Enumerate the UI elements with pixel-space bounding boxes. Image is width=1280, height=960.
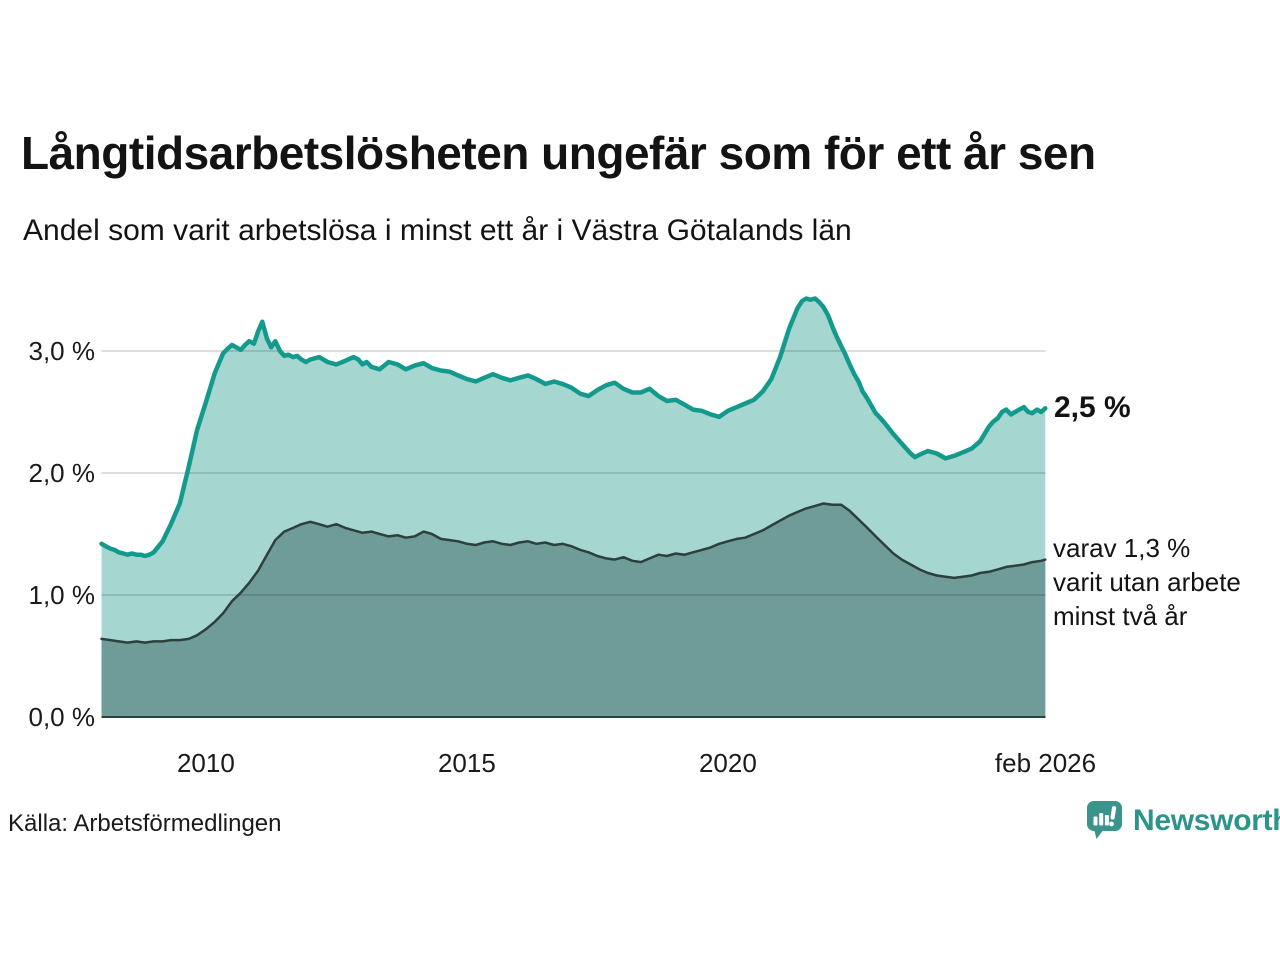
x-tick-label: feb 2026 — [994, 748, 1097, 778]
y-tick-label: 3,0 % — [28, 336, 96, 366]
brand-logo: Newsworthy — [1086, 800, 1280, 842]
source-note: Källa: Arbetsförmedlingen — [8, 810, 282, 837]
chart-subtitle: Andel som varit arbetslösa i minst ett å… — [23, 214, 852, 247]
series-end-label-total: 2,5 % — [1054, 391, 1131, 424]
series-end-label-subset-line2: varit utan arbete — [1053, 567, 1241, 597]
x-tick-label: 2010 — [176, 748, 235, 778]
series-end-label-subset-line1: varav 1,3 % — [1053, 533, 1191, 563]
series-line-total — [99, 296, 1048, 559]
newsworthy-logo-icon — [1087, 801, 1122, 839]
x-axis: 2010 2015 2020 feb 2026 — [0, 748, 1280, 784]
y-axis: 0,0 % 1,0 % 2,0 % 3,0 % — [0, 0, 96, 960]
page-title: Långtidsarbetslösheten ungefär som för e… — [21, 127, 1096, 179]
series-end-label-subset: varav 1,3 % varit utan arbete minst två … — [1053, 531, 1241, 633]
y-tick-label: 1,0 % — [28, 580, 96, 610]
brand-name: Newsworthy — [1133, 804, 1280, 837]
series-line-subset — [100, 502, 1047, 644]
area-fill-subset — [101, 503, 1046, 717]
x-tick-label: 2020 — [698, 748, 757, 778]
series-end-label-subset-line3: minst två år — [1053, 601, 1188, 631]
y-tick-label: 0,0 % — [28, 702, 96, 732]
y-tick-label: 2,0 % — [28, 458, 96, 488]
x-tick-label: 2015 — [437, 748, 496, 778]
